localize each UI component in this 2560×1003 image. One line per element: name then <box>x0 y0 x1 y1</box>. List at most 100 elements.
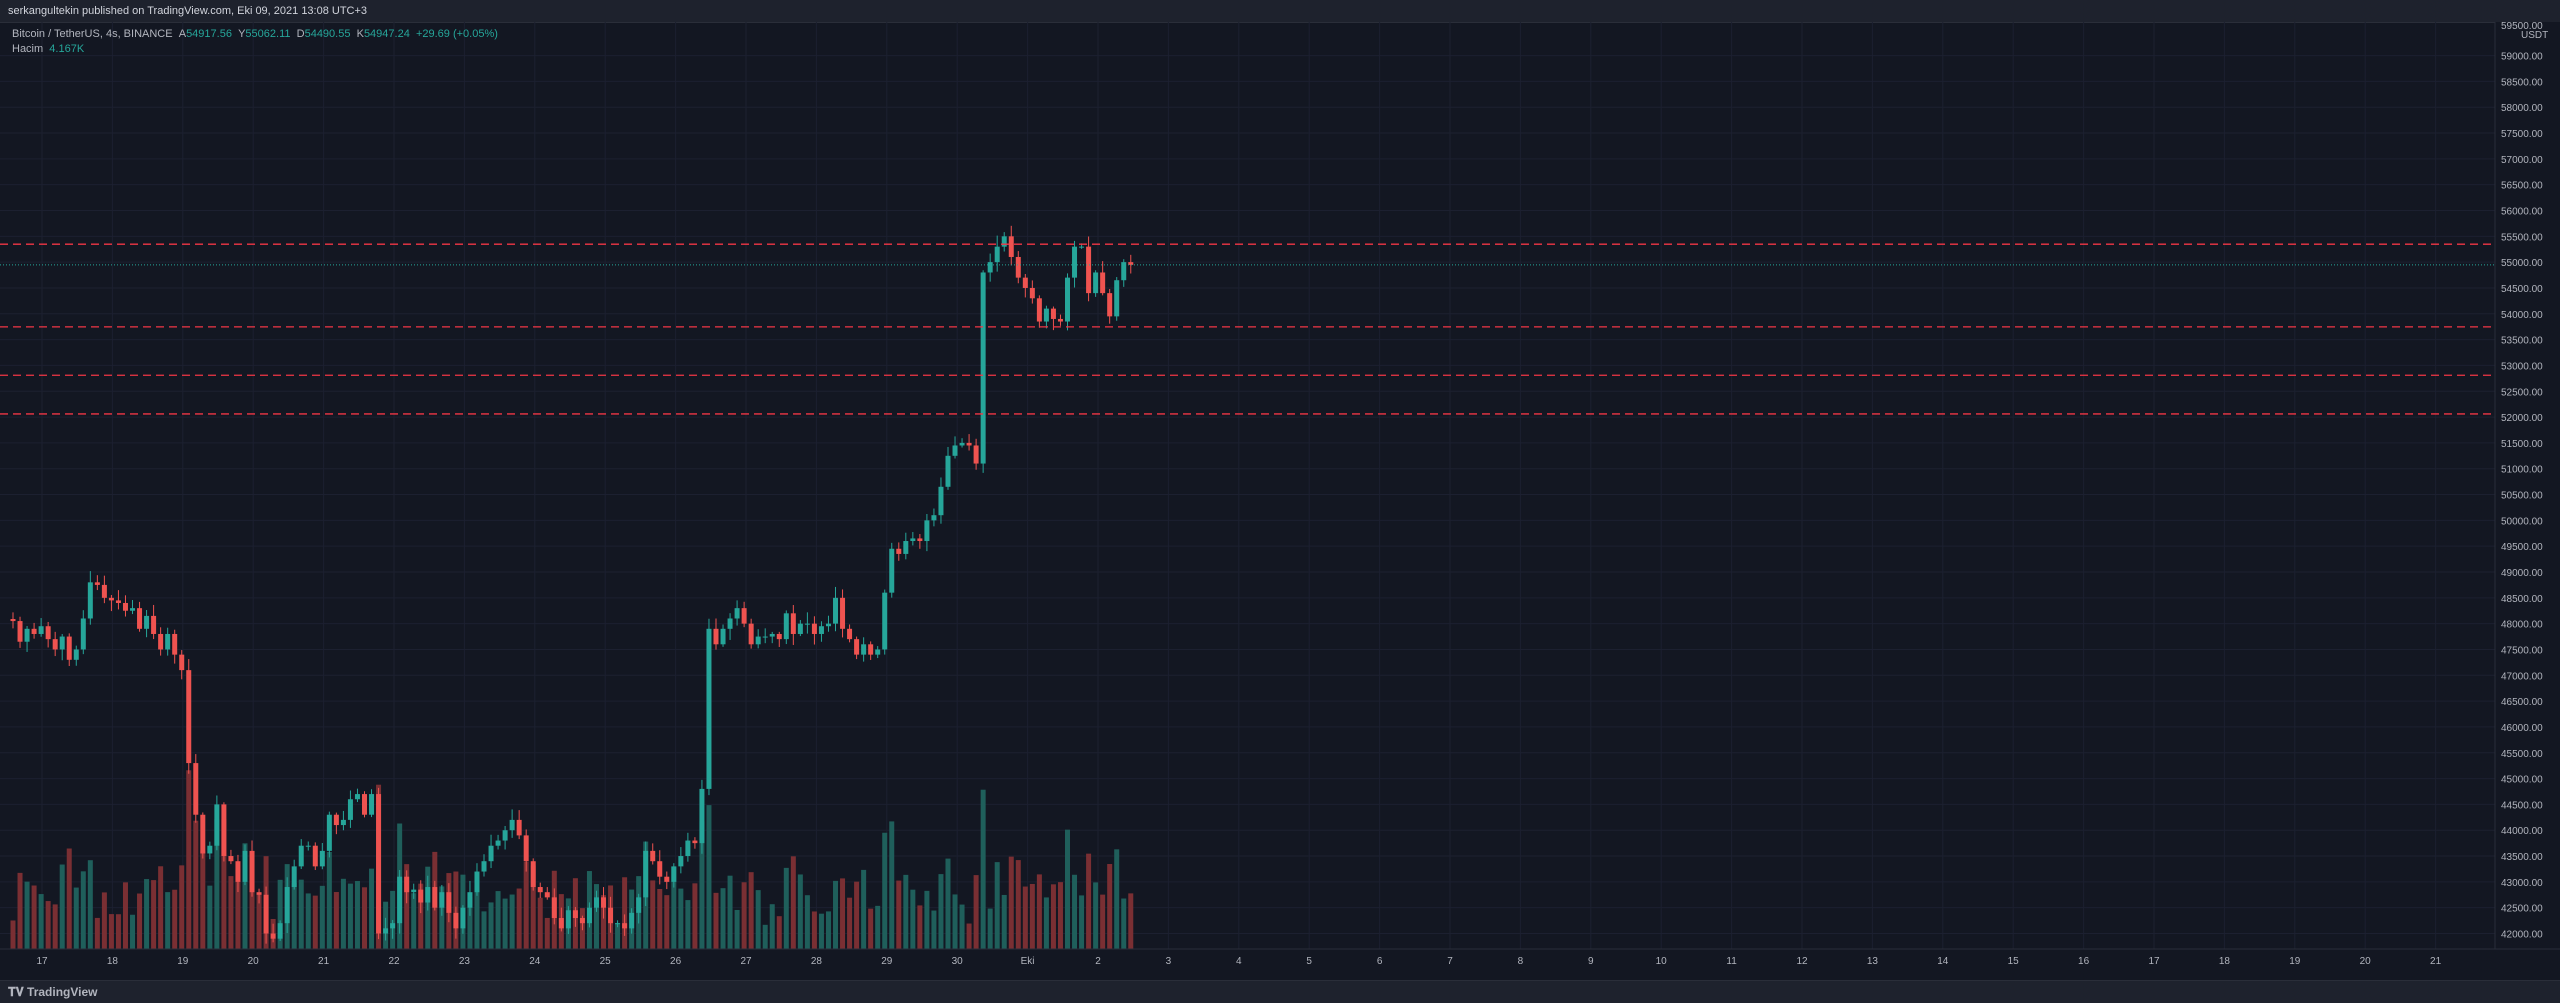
candle[interactable] <box>312 845 318 867</box>
candle[interactable] <box>608 907 614 924</box>
candle[interactable] <box>31 628 37 634</box>
candle[interactable] <box>460 907 466 929</box>
candle[interactable] <box>38 626 44 634</box>
candle[interactable] <box>200 814 206 854</box>
candle[interactable] <box>1008 236 1014 257</box>
candle[interactable] <box>158 633 164 650</box>
candle[interactable] <box>643 850 649 898</box>
candle[interactable] <box>186 670 192 764</box>
candle[interactable] <box>952 445 958 456</box>
candle[interactable] <box>629 912 635 929</box>
candle[interactable] <box>165 633 171 650</box>
candle[interactable] <box>369 794 375 815</box>
candle[interactable] <box>467 892 473 908</box>
price-axis[interactable] <box>2495 22 2560 980</box>
candle[interactable] <box>657 861 663 877</box>
candle[interactable] <box>593 897 599 908</box>
candle[interactable] <box>825 623 831 627</box>
candle[interactable] <box>432 887 438 908</box>
candle[interactable] <box>903 541 909 554</box>
candle[interactable] <box>790 613 796 634</box>
price-chart[interactable]: 55347.7053746.4752809.3852060.7554947.24… <box>0 21 2560 980</box>
candle[interactable] <box>94 582 100 585</box>
candle[interactable] <box>418 889 424 903</box>
candles[interactable] <box>10 225 1134 944</box>
candle[interactable] <box>488 845 494 862</box>
candle[interactable] <box>551 897 557 919</box>
candle[interactable] <box>130 608 136 611</box>
candle[interactable] <box>277 923 283 939</box>
candle[interactable] <box>924 520 930 542</box>
candle[interactable] <box>354 794 360 800</box>
candle[interactable] <box>685 840 691 857</box>
candle[interactable] <box>572 910 578 919</box>
candle[interactable] <box>172 633 178 655</box>
candle[interactable] <box>980 272 986 464</box>
candle[interactable] <box>270 933 276 939</box>
candle[interactable] <box>544 892 550 898</box>
candle[interactable] <box>769 633 775 637</box>
candle[interactable] <box>530 861 536 888</box>
candle[interactable] <box>340 819 346 826</box>
candle[interactable] <box>1022 277 1028 288</box>
candle[interactable] <box>214 804 220 846</box>
candle[interactable] <box>10 618 16 622</box>
candle[interactable] <box>228 856 234 862</box>
candle[interactable] <box>868 644 874 655</box>
candle[interactable] <box>797 623 803 634</box>
candle[interactable] <box>73 649 79 660</box>
candle[interactable] <box>1029 287 1035 299</box>
candle[interactable] <box>692 840 698 844</box>
candle[interactable] <box>854 639 860 655</box>
candle[interactable] <box>326 814 332 851</box>
candle[interactable] <box>1072 246 1078 278</box>
candle[interactable] <box>347 799 353 820</box>
candle[interactable] <box>889 548 895 593</box>
candle[interactable] <box>699 788 705 844</box>
candle[interactable] <box>516 819 522 836</box>
candle[interactable] <box>1043 308 1049 322</box>
candle[interactable] <box>636 897 642 913</box>
candle[interactable] <box>256 892 262 895</box>
candle[interactable] <box>509 819 515 831</box>
candle[interactable] <box>474 871 480 893</box>
candle[interactable] <box>17 621 23 642</box>
candle[interactable] <box>579 918 585 924</box>
candle[interactable] <box>987 262 993 273</box>
candle[interactable] <box>1036 298 1042 322</box>
candle[interactable] <box>938 486 944 516</box>
candle[interactable] <box>783 613 789 640</box>
candle[interactable] <box>931 515 937 521</box>
candle[interactable] <box>404 876 410 893</box>
candle[interactable] <box>755 636 761 645</box>
candle[interactable] <box>804 623 810 625</box>
candle[interactable] <box>59 636 65 650</box>
candle[interactable] <box>615 923 621 925</box>
candle[interactable] <box>80 618 86 650</box>
candle[interactable] <box>1050 308 1056 319</box>
candle[interactable] <box>713 628 719 645</box>
candle[interactable] <box>411 889 417 893</box>
candle[interactable] <box>910 538 916 542</box>
candle[interactable] <box>959 442 965 446</box>
candle[interactable] <box>108 597 114 601</box>
candle[interactable] <box>144 615 150 629</box>
candle[interactable] <box>861 644 867 655</box>
candle[interactable] <box>284 887 290 924</box>
candle[interactable] <box>622 923 628 929</box>
candle[interactable] <box>1114 280 1120 317</box>
candle[interactable] <box>650 850 656 862</box>
candle[interactable] <box>221 804 227 857</box>
candle[interactable] <box>376 794 382 934</box>
candle[interactable] <box>502 830 508 841</box>
candle[interactable] <box>537 887 543 893</box>
candle[interactable] <box>383 928 389 934</box>
candle[interactable] <box>601 897 607 908</box>
candle[interactable] <box>235 861 241 882</box>
candle[interactable] <box>558 918 564 929</box>
candle[interactable] <box>446 892 452 913</box>
candle[interactable] <box>1107 293 1113 317</box>
candle[interactable] <box>811 623 817 634</box>
candle[interactable] <box>390 923 396 929</box>
candle[interactable] <box>263 894 269 934</box>
